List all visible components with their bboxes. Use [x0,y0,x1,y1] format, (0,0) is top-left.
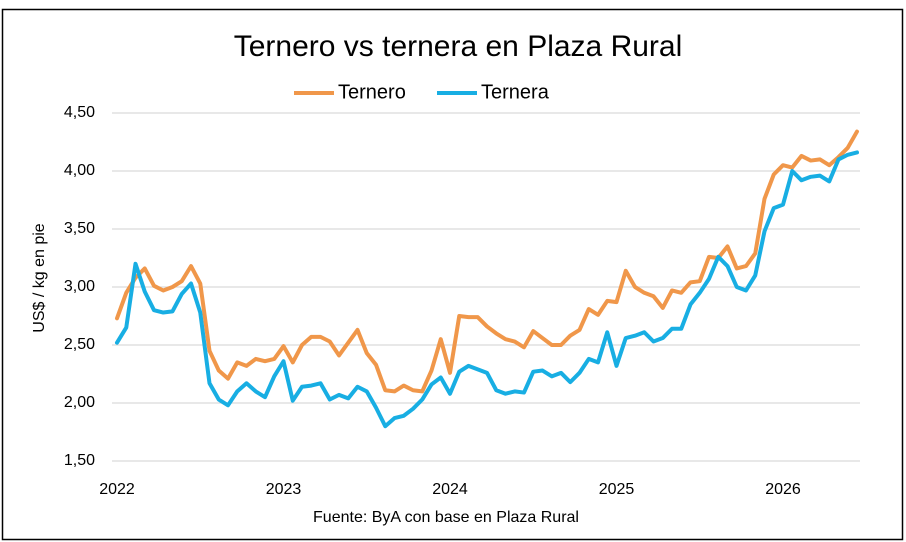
chart-title: Ternero vs ternera en Plaza Rural [234,30,683,63]
y-tick-label: 1,50 [64,452,95,469]
y-tick-label: 3,50 [64,220,95,237]
legend: Ternero Ternera [294,81,550,103]
y-tick-label: 2,50 [64,336,95,353]
y-tick-label: 2,00 [64,394,95,411]
x-tick-label: 2025 [599,481,635,498]
y-tick-label: 4,00 [64,162,95,179]
series-line [115,150,859,429]
y-tick-label: 3,00 [64,278,95,295]
x-tick-label: 2024 [432,481,468,498]
y-axis-label: US$ / kg en pie [31,223,48,333]
x-tick-label: 2022 [99,481,135,498]
x-tick-label: 2023 [266,481,302,498]
grid: 1,50 2,00 2,50 3,00 3,50 4,00 4,50 2022 2023 2024… [64,104,860,498]
source-note: Fuente: ByA con base en Plaza Rural [313,509,579,526]
y-tick-label: 4,50 [64,104,95,121]
series-line [115,129,859,394]
plot-area [115,129,859,429]
chart-frame [1,8,904,541]
legend-label: Ternero [338,81,406,103]
x-tick-label: 2026 [765,481,801,498]
legend-label: Ternera [481,81,550,103]
